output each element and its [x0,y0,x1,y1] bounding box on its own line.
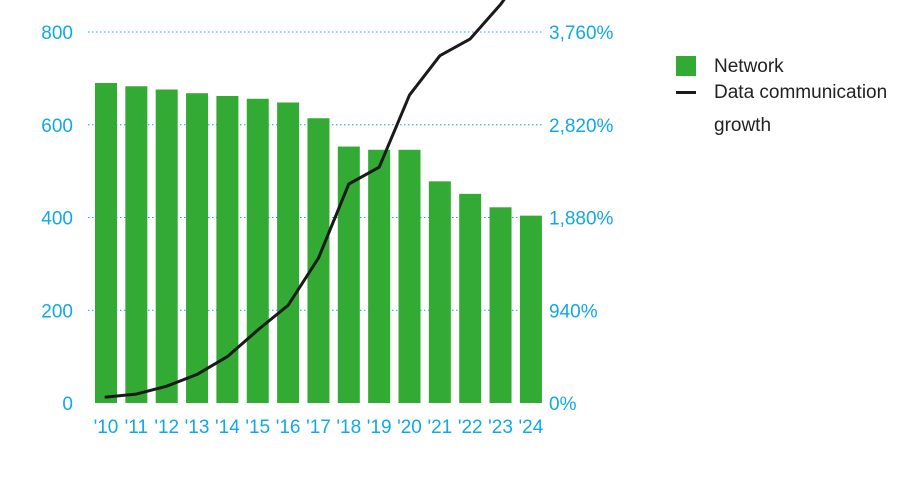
left-axis-ticks: 0 200 400 600 800 [41,23,73,415]
bar [398,149,421,403]
bar [337,146,360,403]
legend-label: Network [714,56,784,77]
left-tick-label: 400 [41,209,73,230]
legend-item-data-growth: Data communication growth [676,80,911,142]
right-tick-label: 940% [549,301,598,322]
legend: Network Data communication growth [676,54,911,142]
x-tick-label: '18 [336,417,361,438]
bar [95,83,117,403]
left-tick-label: 800 [41,23,73,44]
legend-label: Data communication growth [714,82,888,136]
x-tick-label: '11 [125,417,148,438]
bar [246,98,269,403]
bar [519,215,542,403]
right-tick-label: 2,820% [549,116,614,137]
x-tick-label: '12 [154,417,179,438]
right-tick-label: 1,880% [549,209,614,230]
line-series [104,0,506,399]
x-tick-label: '19 [367,417,392,438]
x-tick-label: '22 [458,417,483,438]
bar [459,193,482,403]
x-tick-label: '13 [185,417,210,438]
x-tick-label: '24 [519,417,544,438]
x-tick-label: '15 [245,417,270,438]
bar [277,102,300,404]
x-tick-label: '21 [427,417,452,438]
right-axis-ticks: 0% 940% 1,880% 2,820% 3,760% [549,23,614,415]
bar [186,93,209,403]
legend-swatch-bar [676,56,696,76]
x-tick-label: '23 [488,417,513,438]
x-tick-label: '10 [94,417,119,438]
legend-item-network: Network [676,54,911,80]
left-tick-label: 200 [41,301,73,322]
bar [428,181,451,403]
bar [489,207,512,403]
legend-swatch-line [676,91,696,94]
right-tick-label: 0% [549,394,577,415]
x-tick-label: '17 [306,417,331,438]
left-tick-label: 0 [62,394,73,415]
bar [155,89,178,403]
left-tick-label: 600 [41,116,73,137]
x-axis-ticks: '10'11'12'13'14'15'16'17'18'19'20'21'22 '… [94,417,544,438]
bar [125,86,148,403]
bar-series [95,83,542,404]
x-tick-label: '14 [215,417,240,438]
bar [368,149,391,403]
right-tick-label: 3,760% [549,23,614,44]
x-tick-label: '16 [276,417,301,438]
x-tick-label: '20 [397,417,422,438]
bar [216,95,239,403]
